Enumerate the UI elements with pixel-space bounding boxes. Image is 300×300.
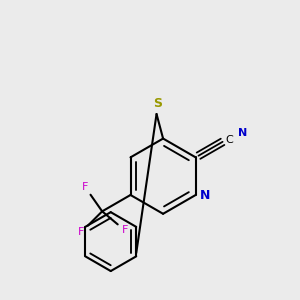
Text: C: C <box>225 135 232 145</box>
Text: F: F <box>122 225 128 235</box>
Text: F: F <box>82 182 88 192</box>
Text: F: F <box>78 227 85 237</box>
Text: S: S <box>153 97 162 110</box>
Text: N: N <box>238 128 247 138</box>
Text: N: N <box>200 190 210 202</box>
